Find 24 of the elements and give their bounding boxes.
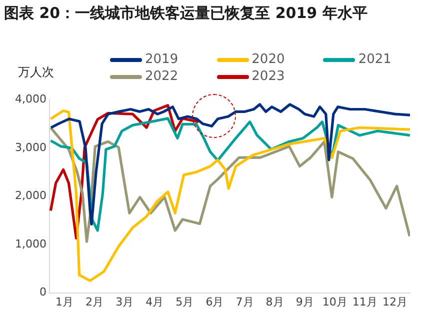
legend-label: 2020 xyxy=(252,52,285,67)
y-tick-label: 2,000 xyxy=(14,189,46,202)
x-tick-label: 5月 xyxy=(176,295,194,308)
x-tick-label: 6月 xyxy=(206,295,224,308)
x-tick-label: 10月 xyxy=(322,295,348,308)
x-tick-label: 1月 xyxy=(56,295,74,308)
chart-title: 图表 20：一线城市地铁客运量已恢复至 2019 年水平 xyxy=(4,3,368,24)
x-tick-label: 9月 xyxy=(296,295,314,308)
legend-label: 2022 xyxy=(145,69,178,84)
y-axis-title: 万人次 xyxy=(18,64,54,81)
x-tick-label: 12月 xyxy=(382,295,408,308)
legend-label: 2019 xyxy=(145,52,178,67)
x-tick-label: 2月 xyxy=(86,295,104,308)
x-tick-label: 8月 xyxy=(266,295,284,308)
y-tick-label: 3,000 xyxy=(14,140,46,154)
legend-label: 2023 xyxy=(252,69,285,84)
x-tick-label: 11月 xyxy=(352,295,378,308)
y-tick-label: 4,000 xyxy=(14,92,46,106)
x-tick-label: 4月 xyxy=(146,295,164,308)
y-tick-label: 0 xyxy=(39,286,46,299)
y-tick-label: 1,000 xyxy=(14,237,46,250)
x-tick-label: 7月 xyxy=(236,295,254,308)
legend-label: 2021 xyxy=(358,52,392,67)
x-tick-label: 3月 xyxy=(116,295,134,308)
